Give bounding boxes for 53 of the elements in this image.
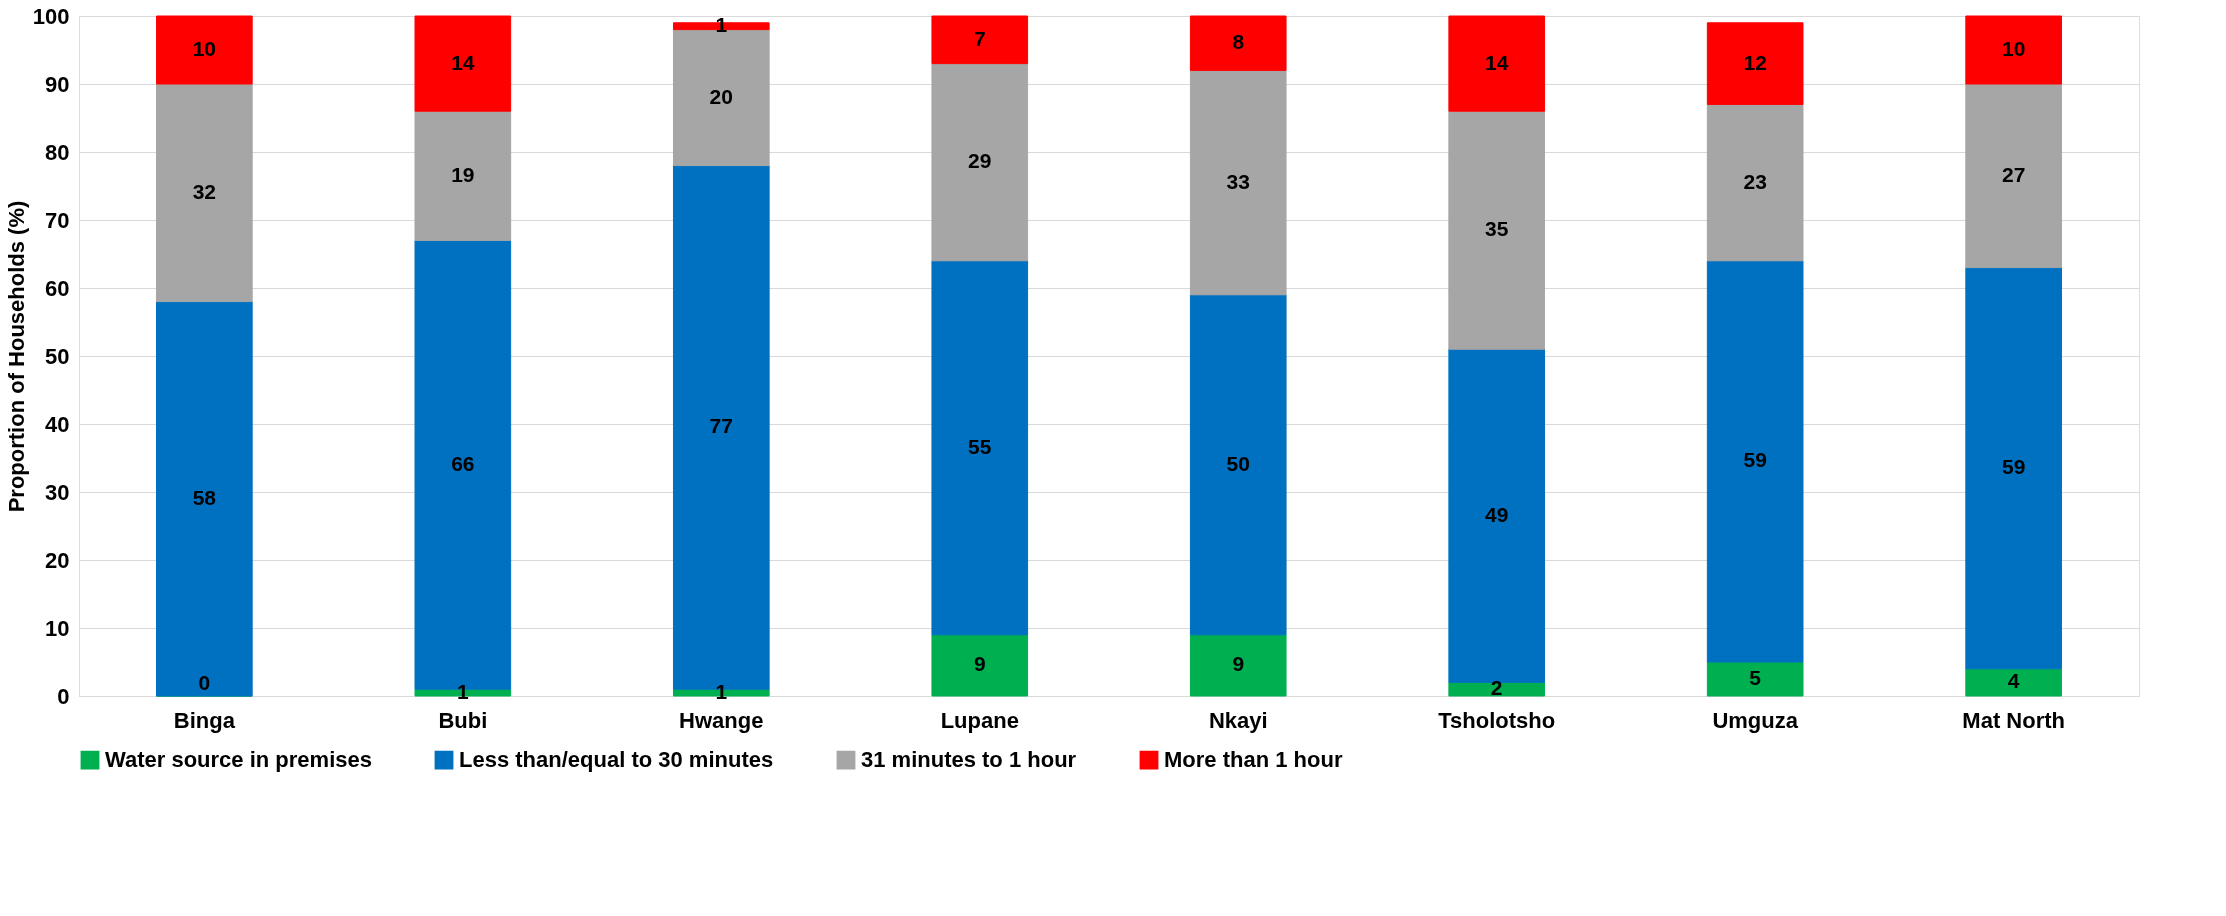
y-tick-label: 30 <box>45 479 70 505</box>
legend-label: Water source in premises <box>105 747 372 773</box>
data-label: 12 <box>1743 50 1767 74</box>
data-label: 55 <box>968 434 992 458</box>
y-tick-label: 70 <box>45 207 70 233</box>
y-tick-label: 0 <box>57 683 70 709</box>
data-label: 4 <box>2007 669 2020 693</box>
data-label: 5 <box>1749 666 1762 689</box>
data-label: 29 <box>968 149 992 173</box>
y-tick-label: 20 <box>45 547 70 573</box>
data-label: 27 <box>2001 162 2026 186</box>
y-tick-label: 60 <box>45 275 70 301</box>
data-label: 77 <box>709 414 733 438</box>
x-tick-label: Lupane <box>940 707 1019 733</box>
y-tick-label: 40 <box>45 411 70 437</box>
data-label: 14 <box>451 50 475 74</box>
data-label: 35 <box>1485 217 1509 241</box>
y-tick-label: 10 <box>45 615 70 641</box>
data-label: 10 <box>2001 37 2026 60</box>
data-label: 59 <box>2001 455 2026 479</box>
x-tick-label: Binga <box>173 707 236 733</box>
data-label: 33 <box>1226 169 1250 193</box>
x-tick-label: Umguza <box>1712 707 1799 733</box>
data-label: 58 <box>192 485 217 509</box>
x-tick-label: Bubi <box>438 707 488 733</box>
data-label: 59 <box>1743 448 1767 472</box>
data-label: 32 <box>192 179 217 203</box>
data-label: 9 <box>1232 652 1245 676</box>
data-label: 8 <box>1232 30 1245 54</box>
data-label: 49 <box>1485 502 1509 526</box>
data-label: 66 <box>451 451 475 475</box>
x-tick-label: Hwange <box>679 707 764 733</box>
legend-label: 31 minutes to 1 hour <box>861 747 1077 773</box>
data-label: 19 <box>451 162 475 186</box>
y-tick-label: 90 <box>45 71 70 97</box>
x-tick-label: Tsholotsho <box>1438 707 1556 733</box>
data-label: 0 <box>198 671 211 694</box>
data-label: 14 <box>1485 50 1509 74</box>
data-label: 2 <box>1490 676 1503 700</box>
data-label: 9 <box>973 652 986 676</box>
data-label: 10 <box>192 37 217 60</box>
data-label: 23 <box>1743 169 1767 193</box>
data-label: 7 <box>973 26 986 50</box>
y-axis-title: Proportion of Households (%) <box>3 200 29 513</box>
legend-label: More than 1 hour <box>1164 747 1343 773</box>
legend-label: Less than/equal to 30 minutes <box>459 747 774 773</box>
x-tick-label: Nkayi <box>1208 707 1268 733</box>
y-tick-label: 100 <box>32 3 70 29</box>
x-tick-label: Mat North <box>1962 707 2065 733</box>
y-tick-label: 80 <box>45 139 70 165</box>
y-tick-label: 50 <box>45 343 70 369</box>
data-label: 50 <box>1226 451 1250 475</box>
data-label: 20 <box>709 84 733 108</box>
